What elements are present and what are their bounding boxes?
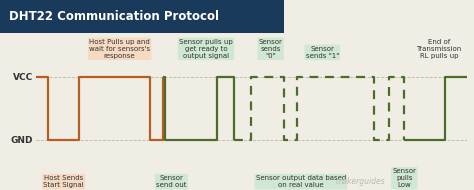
Text: Sensor output data based
on real value: Sensor output data based on real value xyxy=(255,175,346,188)
Text: Sensor
pulls
Low: Sensor pulls Low xyxy=(392,168,416,188)
Text: End of
Transmission
RL pulls up: End of Transmission RL pulls up xyxy=(416,39,462,59)
Text: Host Sends
Start Signal: Host Sends Start Signal xyxy=(43,175,84,188)
Text: Sensor pulls up
get ready to
output signal: Sensor pulls up get ready to output sign… xyxy=(179,39,233,59)
Text: makerguides: makerguides xyxy=(336,177,385,186)
Text: Sensor
sends
"0": Sensor sends "0" xyxy=(259,39,283,59)
Text: Host Pulls up and
wait for sensors's
response: Host Pulls up and wait for sensors's res… xyxy=(89,39,150,59)
Text: DHT22 Communication Protocol: DHT22 Communication Protocol xyxy=(9,10,219,23)
Text: Sensor
sends "1": Sensor sends "1" xyxy=(306,46,339,59)
Text: Sensor
send out: Sensor send out xyxy=(156,175,187,188)
